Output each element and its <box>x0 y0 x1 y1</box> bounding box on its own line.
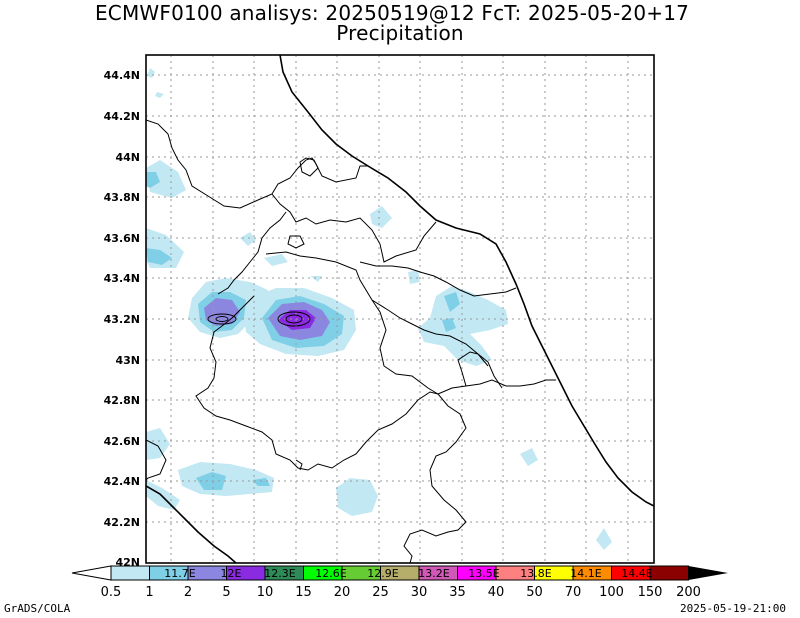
colorbar-level-label: 20 <box>334 585 351 600</box>
lon-tick-label: 14.1E <box>570 567 601 580</box>
colorbar-level-labels: 0.5 1 2 5 10 15 20 25 30 35 40 50 70 100… <box>101 585 701 600</box>
precip-area <box>310 276 322 282</box>
precip-area <box>444 292 460 312</box>
colorbar-level-label: 30 <box>411 585 428 600</box>
region-border <box>437 379 556 395</box>
lon-tick-label: 13.8E <box>520 567 551 580</box>
precip-area <box>240 232 256 246</box>
colorbar-level-label: 0.5 <box>101 585 122 600</box>
lon-tick-label: 12.6E <box>315 567 346 580</box>
lat-tick-label: 42.8N <box>104 394 140 407</box>
colorbar-high-arrow <box>688 566 728 580</box>
lon-tick-label: 13.5E <box>468 567 499 580</box>
colorbar-level-label: 15 <box>295 585 312 600</box>
precip-area <box>196 472 226 490</box>
colorbar-level-label: 50 <box>526 585 543 600</box>
lon-tick-label: 13.2E <box>418 567 449 580</box>
precip-area <box>442 318 456 332</box>
lat-tick-label: 43.4N <box>104 272 140 285</box>
precip-area <box>418 286 508 366</box>
colorbar-segment <box>649 565 689 581</box>
region-border <box>359 261 517 297</box>
precip-area <box>146 428 170 460</box>
colorbar-level-label: 100 <box>599 585 624 600</box>
colorbar-level-label: 1 <box>145 585 153 600</box>
precip-area <box>596 528 612 550</box>
region-border <box>146 439 167 481</box>
precip-area <box>264 254 288 266</box>
region-border <box>299 157 319 177</box>
lon-tick-label: 12E <box>221 567 242 580</box>
footer-timestamp: 2025-05-19-21:00 <box>680 602 786 615</box>
region-border <box>457 351 503 389</box>
precip-area <box>146 172 160 188</box>
lat-tick-label: 44.4N <box>104 69 140 82</box>
precip-area <box>178 462 274 496</box>
lat-tick-label: 43N <box>115 354 140 367</box>
precip-area <box>336 478 378 516</box>
region-border <box>195 295 439 471</box>
precip-area <box>146 480 180 510</box>
precip-contours <box>207 311 311 327</box>
map-gridlines <box>146 55 654 563</box>
lat-tick-label: 43.2N <box>104 313 140 326</box>
latitude-axis: 44.4N 44.2N 44N 43.8N 43.6N 43.4N 43.2N … <box>104 69 140 569</box>
precip-area <box>520 448 538 466</box>
region-border <box>371 299 489 367</box>
lon-tick-label: 14.4E <box>621 567 652 580</box>
region-border <box>271 193 437 263</box>
precipitation-shading <box>146 68 612 550</box>
region-border <box>217 211 287 295</box>
region-border <box>295 459 303 471</box>
coastline <box>146 485 237 563</box>
colorbar-low-arrow <box>71 565 112 581</box>
colorbar-level-label: 150 <box>638 585 663 600</box>
colorbar-overlay-labels: 11.7E 12E 12.3E 12.6E 12.9E 13.2E 13.5E … <box>164 567 652 580</box>
plot-frame <box>145 54 655 564</box>
precip-area <box>370 206 392 228</box>
lat-tick-label: 44.2N <box>104 110 140 123</box>
lat-tick-label: 42.4N <box>104 475 140 488</box>
precip-area <box>252 478 270 486</box>
colorbar-level-label: 200 <box>676 585 701 600</box>
region-border <box>265 251 439 395</box>
map-subtitle: Precipitation <box>336 21 464 45</box>
lon-tick-label: 11.7E <box>164 567 195 580</box>
precip-area <box>146 248 172 265</box>
precip-area <box>408 270 420 284</box>
colorbar-level-label: 70 <box>565 585 582 600</box>
coastline <box>279 55 654 507</box>
precip-area <box>146 160 186 198</box>
lat-tick-label: 44N <box>115 151 140 164</box>
map-borders <box>146 55 654 563</box>
lat-tick-label: 42.6N <box>104 435 140 448</box>
lat-tick-label: 42.2N <box>104 516 140 529</box>
lon-tick-label: 12.3E <box>264 567 295 580</box>
colorbar-level-label: 35 <box>449 585 466 600</box>
lat-tick-label: 43.8N <box>104 191 140 204</box>
region-border <box>403 393 467 563</box>
colorbar-segment <box>110 565 150 581</box>
colorbar-level-label: 5 <box>222 585 230 600</box>
lon-tick-label: 12.9E <box>367 567 398 580</box>
precip-area <box>147 68 155 78</box>
colorbar-level-label: 25 <box>372 585 389 600</box>
colorbar-level-label: 2 <box>184 585 192 600</box>
region-border <box>287 235 305 249</box>
colorbar: 11.7E 12E 12.3E 12.6E 12.9E 13.2E 13.5E … <box>71 565 728 600</box>
map-title: ECMWF0100 analisys: 20250519@12 FcT: 202… <box>94 1 690 25</box>
lat-tick-label: 43.6N <box>104 232 140 245</box>
colorbar-level-label: 10 <box>257 585 274 600</box>
region-border <box>146 119 368 209</box>
colorbar-level-label: 40 <box>488 585 505 600</box>
footer-credit: GrADS/COLA <box>4 602 71 615</box>
precip-area <box>155 92 164 98</box>
